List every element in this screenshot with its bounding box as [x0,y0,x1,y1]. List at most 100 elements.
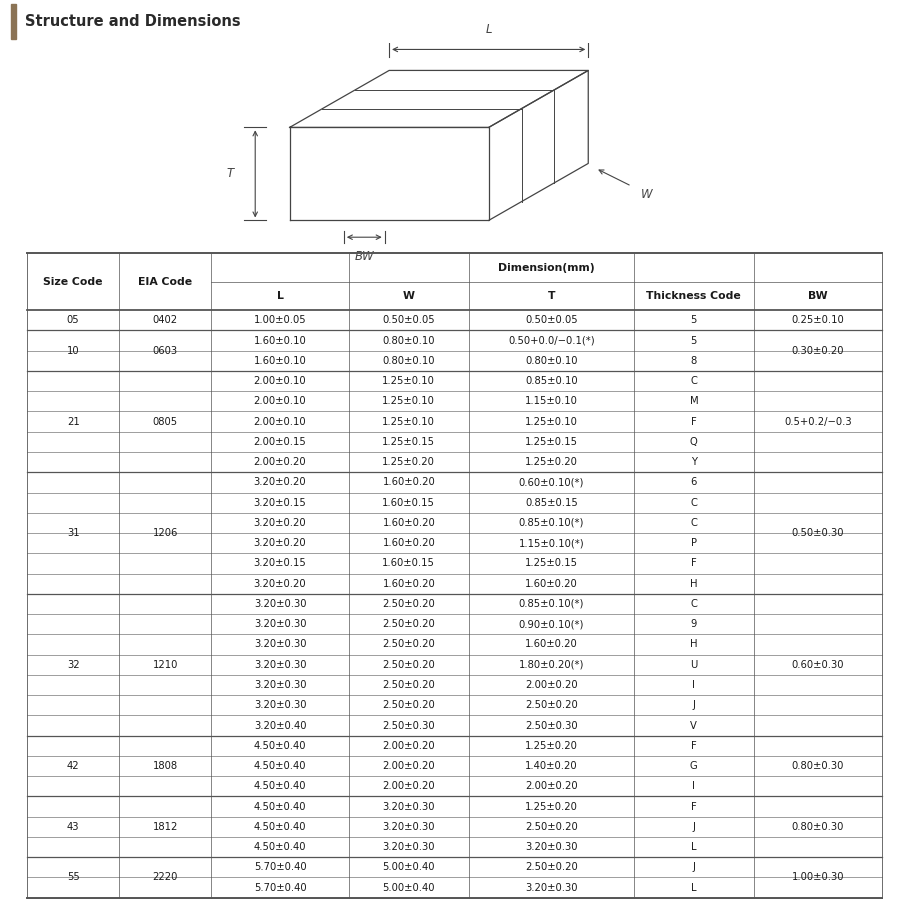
Text: 1.25±0.10: 1.25±0.10 [382,416,435,426]
Text: I: I [692,680,695,690]
Text: 1.25±0.15: 1.25±0.15 [525,558,577,568]
Text: 1.60±0.20: 1.60±0.20 [525,640,577,650]
Text: H: H [691,640,698,650]
Text: 8: 8 [691,356,697,366]
Text: 1.25±0.20: 1.25±0.20 [525,741,577,751]
Text: 1.60±0.15: 1.60±0.15 [382,558,435,568]
Text: 3.20±0.30: 3.20±0.30 [525,882,577,892]
Text: 0805: 0805 [153,416,177,426]
Text: 0.5+0.2/−0.3: 0.5+0.2/−0.3 [785,416,852,426]
Text: 10: 10 [67,346,80,356]
Text: P: P [691,538,697,548]
Text: Thickness Code: Thickness Code [646,291,741,301]
Text: G: G [690,761,698,771]
Text: 1.25±0.20: 1.25±0.20 [382,457,435,467]
Text: 3.20±0.30: 3.20±0.30 [253,700,306,710]
Text: Structure and Dimensions: Structure and Dimensions [25,14,241,29]
Text: C: C [691,498,697,508]
Text: 2.00±0.20: 2.00±0.20 [525,680,577,690]
Text: 0.80±0.10: 0.80±0.10 [383,356,435,366]
Text: 1.00±0.05: 1.00±0.05 [253,315,307,325]
Text: 0.80±0.10: 0.80±0.10 [383,336,435,346]
Text: 3.20±0.30: 3.20±0.30 [383,802,435,812]
Text: C: C [691,376,697,386]
Text: W: W [641,187,653,201]
Text: 1812: 1812 [152,822,177,832]
Text: 3.20±0.20: 3.20±0.20 [253,538,307,548]
Text: Q: Q [690,437,698,447]
Text: 5.70±0.40: 5.70±0.40 [253,882,307,892]
Text: 3.20±0.20: 3.20±0.20 [253,578,307,588]
Text: 4.50±0.40: 4.50±0.40 [253,843,306,853]
Text: U: U [691,660,698,670]
Text: 0.25±0.10: 0.25±0.10 [792,315,844,325]
Text: M: M [690,396,698,406]
Text: 0.50±0.30: 0.50±0.30 [792,528,844,538]
Text: 4.50±0.40: 4.50±0.40 [253,741,306,751]
Text: V: V [691,720,697,730]
Text: 43: 43 [67,822,80,832]
Text: T: T [226,167,233,180]
Text: 0.85±0.10(*): 0.85±0.10(*) [519,599,584,609]
Text: 2.50±0.30: 2.50±0.30 [383,720,435,730]
Text: 32: 32 [67,660,80,670]
Text: 2.00±0.10: 2.00±0.10 [253,396,307,406]
Text: 55: 55 [67,872,80,882]
Bar [11,5,16,39]
Text: 2.00±0.20: 2.00±0.20 [253,457,307,467]
Text: 5.00±0.40: 5.00±0.40 [383,862,435,872]
Text: 1.60±0.20: 1.60±0.20 [383,477,435,488]
Text: 6: 6 [691,477,697,488]
Text: 0.50±0.05: 0.50±0.05 [525,315,577,325]
Text: 05: 05 [67,315,80,325]
Text: T: T [548,291,555,301]
Text: 1.60±0.15: 1.60±0.15 [382,498,435,508]
Text: 4.50±0.40: 4.50±0.40 [253,822,306,832]
Text: 0.85±0.15: 0.85±0.15 [525,498,577,508]
Text: 4.50±0.40: 4.50±0.40 [253,781,306,791]
Text: I: I [692,781,695,791]
Text: 5: 5 [691,315,697,325]
Text: 1.25±0.15: 1.25±0.15 [525,437,577,447]
Text: 0.80±0.30: 0.80±0.30 [792,761,844,771]
Text: 31: 31 [67,528,80,538]
Text: L: L [691,843,697,853]
Text: 2.50±0.20: 2.50±0.20 [383,660,435,670]
Text: 2.00±0.10: 2.00±0.10 [253,376,307,386]
Text: 3.20±0.15: 3.20±0.15 [253,558,307,568]
Text: 1.60±0.20: 1.60±0.20 [383,518,435,528]
Text: 3.20±0.30: 3.20±0.30 [383,843,435,853]
Text: 3.20±0.30: 3.20±0.30 [253,660,306,670]
Text: 2.50±0.20: 2.50±0.20 [525,862,577,872]
Text: 2.00±0.20: 2.00±0.20 [525,781,577,791]
Text: 3.20±0.30: 3.20±0.30 [383,822,435,832]
Text: 1.25±0.10: 1.25±0.10 [382,376,435,386]
Text: EIA Code: EIA Code [138,277,192,287]
Text: C: C [691,599,697,609]
Text: 1.25±0.20: 1.25±0.20 [525,457,577,467]
Text: 1210: 1210 [152,660,177,670]
Text: 2.00±0.20: 2.00±0.20 [383,741,435,751]
Text: 1206: 1206 [152,528,177,538]
Text: 3.20±0.20: 3.20±0.20 [253,518,307,528]
Text: 2.50±0.20: 2.50±0.20 [525,700,577,710]
Text: F: F [691,802,697,812]
Text: 5: 5 [691,336,697,346]
Text: 3.20±0.30: 3.20±0.30 [253,599,306,609]
Text: 9: 9 [691,619,697,629]
Text: Dimension(mm): Dimension(mm) [499,262,595,272]
Text: 3.20±0.20: 3.20±0.20 [253,477,307,488]
Text: 1.40±0.20: 1.40±0.20 [525,761,577,771]
Text: 2.50±0.30: 2.50±0.30 [525,720,577,730]
Text: 0.85±0.10: 0.85±0.10 [525,376,577,386]
Text: 0.30±0.20: 0.30±0.20 [792,346,844,356]
Text: W: W [403,291,414,301]
Text: 1.80±0.20(*): 1.80±0.20(*) [519,660,584,670]
Text: 4.50±0.40: 4.50±0.40 [253,802,306,812]
Text: 2.50±0.20: 2.50±0.20 [383,680,435,690]
Text: J: J [692,862,695,872]
Text: 5.00±0.40: 5.00±0.40 [383,882,435,892]
Text: 1.25±0.10: 1.25±0.10 [382,396,435,406]
Text: 5.70±0.40: 5.70±0.40 [253,862,307,872]
Text: 0402: 0402 [153,315,177,325]
